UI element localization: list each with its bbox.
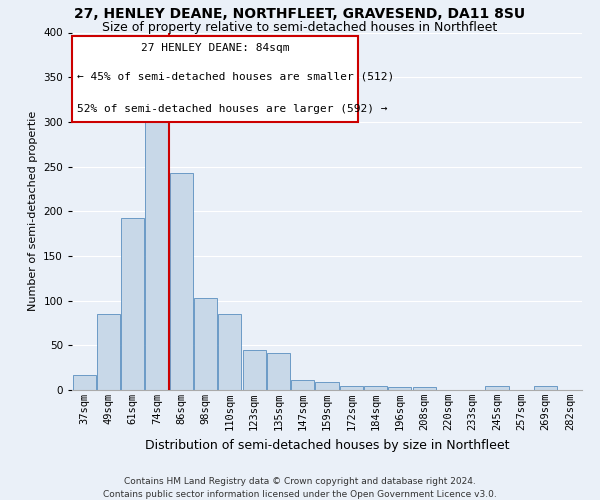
Text: 27 HENLEY DEANE: 84sqm: 27 HENLEY DEANE: 84sqm xyxy=(140,43,289,53)
Y-axis label: Number of semi-detached propertie: Number of semi-detached propertie xyxy=(28,111,38,312)
Bar xyxy=(534,386,557,390)
FancyBboxPatch shape xyxy=(72,36,358,122)
Bar xyxy=(218,314,241,390)
Bar xyxy=(388,388,412,390)
Text: 52% of semi-detached houses are larger (592) →: 52% of semi-detached houses are larger (… xyxy=(77,104,388,114)
X-axis label: Distribution of semi-detached houses by size in Northfleet: Distribution of semi-detached houses by … xyxy=(145,438,509,452)
Bar xyxy=(194,298,217,390)
Bar xyxy=(73,375,95,390)
Bar xyxy=(485,386,509,390)
Text: Size of property relative to semi-detached houses in Northfleet: Size of property relative to semi-detach… xyxy=(103,21,497,34)
Bar xyxy=(242,350,266,390)
Bar xyxy=(291,380,314,390)
Bar xyxy=(121,218,144,390)
Bar xyxy=(267,354,290,390)
Bar xyxy=(145,114,169,390)
Bar xyxy=(316,382,338,390)
Bar xyxy=(413,388,436,390)
Text: Contains HM Land Registry data © Crown copyright and database right 2024.
Contai: Contains HM Land Registry data © Crown c… xyxy=(103,478,497,499)
Bar xyxy=(97,314,120,390)
Bar xyxy=(364,386,387,390)
Bar xyxy=(170,173,193,390)
Text: ← 45% of semi-detached houses are smaller (512): ← 45% of semi-detached houses are smalle… xyxy=(77,72,394,82)
Bar xyxy=(340,386,363,390)
Text: 27, HENLEY DEANE, NORTHFLEET, GRAVESEND, DA11 8SU: 27, HENLEY DEANE, NORTHFLEET, GRAVESEND,… xyxy=(74,8,526,22)
